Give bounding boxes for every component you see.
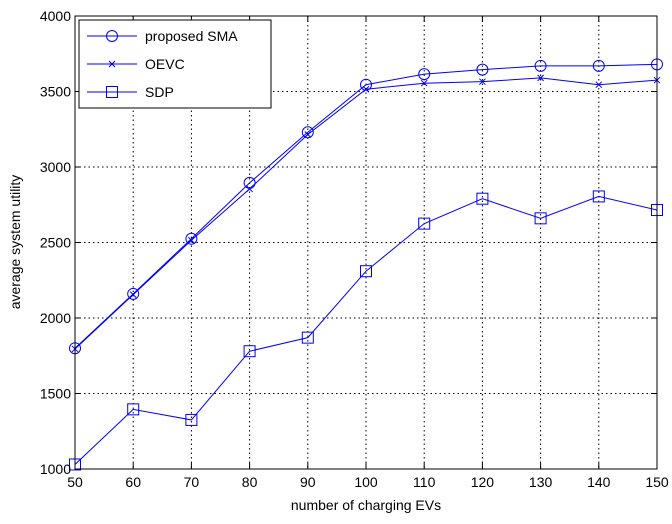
legend: proposed SMA OEVC SDP bbox=[79, 20, 271, 108]
y-tick-label: 2500 bbox=[40, 235, 71, 251]
y-axis-label: average system utility bbox=[7, 175, 23, 310]
x-tick-label: 120 bbox=[471, 474, 495, 490]
y-tick-label: 1000 bbox=[40, 461, 71, 477]
y-tick-label: 2000 bbox=[40, 310, 71, 326]
y-tick-labels: 1000 1500 2000 2500 3000 3500 4000 bbox=[40, 8, 71, 477]
legend-label: SDP bbox=[145, 84, 174, 100]
legend-label: proposed SMA bbox=[145, 28, 238, 44]
data-point bbox=[247, 186, 253, 192]
legend-label: OEVC bbox=[145, 56, 185, 72]
x-tick-label: 90 bbox=[300, 474, 316, 490]
y-tick-label: 1500 bbox=[40, 386, 71, 402]
y-tick-label: 3000 bbox=[40, 159, 71, 175]
x-tick-label: 60 bbox=[125, 474, 141, 490]
y-tick-label: 3500 bbox=[40, 84, 71, 100]
x-tick-label: 110 bbox=[413, 474, 436, 490]
x-tick-label: 80 bbox=[242, 474, 258, 490]
x-tick-label: 150 bbox=[645, 474, 669, 490]
x-tick-label: 130 bbox=[529, 474, 553, 490]
x-axis-label: number of charging EVs bbox=[291, 497, 441, 513]
x-tick-labels: 50 60 70 80 90 100 110 120 130 140 150 bbox=[67, 474, 669, 490]
x-tick-label: 100 bbox=[354, 474, 378, 490]
series-line bbox=[75, 78, 657, 349]
x-tick-label: 140 bbox=[587, 474, 611, 490]
x-tick-label: 70 bbox=[184, 474, 200, 490]
data-point bbox=[130, 292, 136, 298]
y-tick-label: 4000 bbox=[40, 8, 71, 24]
